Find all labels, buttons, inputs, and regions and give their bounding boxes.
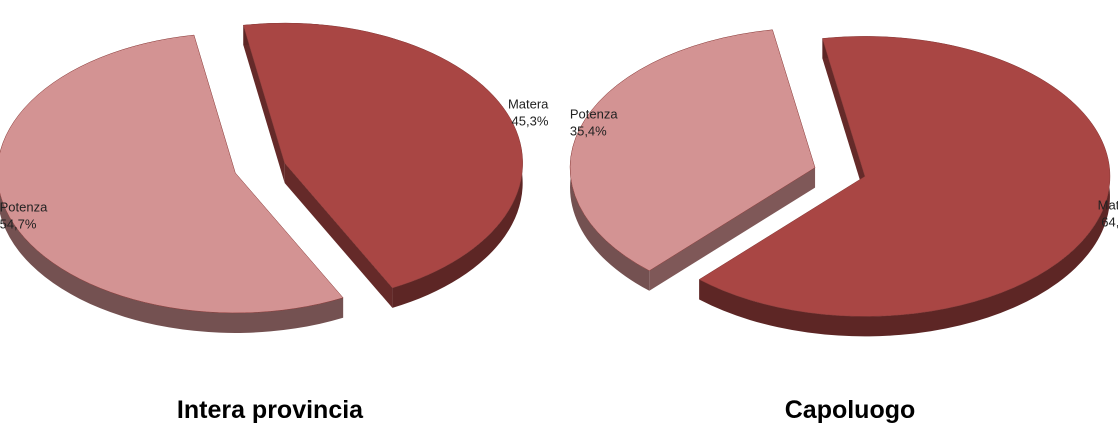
slice-wall — [284, 163, 393, 308]
slice-value-label: 54,7% — [0, 216, 37, 231]
slice-wall — [822, 38, 865, 197]
slice-category: Potenza — [570, 106, 618, 121]
slice-category: Matera — [1098, 198, 1118, 213]
chart-title: Capoluogo — [785, 396, 916, 423]
slice — [243, 22, 523, 289]
slice — [569, 29, 816, 272]
slice — [698, 36, 1111, 317]
slice-side — [699, 36, 1110, 337]
slice-value-label: 35,4% — [570, 123, 607, 138]
slice-value-label: 45,3% — [512, 114, 549, 129]
slice-category: Potenza — [0, 199, 48, 214]
slice-value-label: 64,6% — [1101, 215, 1118, 230]
slice-wall — [649, 167, 816, 291]
slice — [0, 34, 344, 314]
slice-wall — [243, 25, 285, 184]
chart-title: Intera provincia — [177, 396, 364, 423]
slice-category: Matera — [508, 97, 549, 112]
